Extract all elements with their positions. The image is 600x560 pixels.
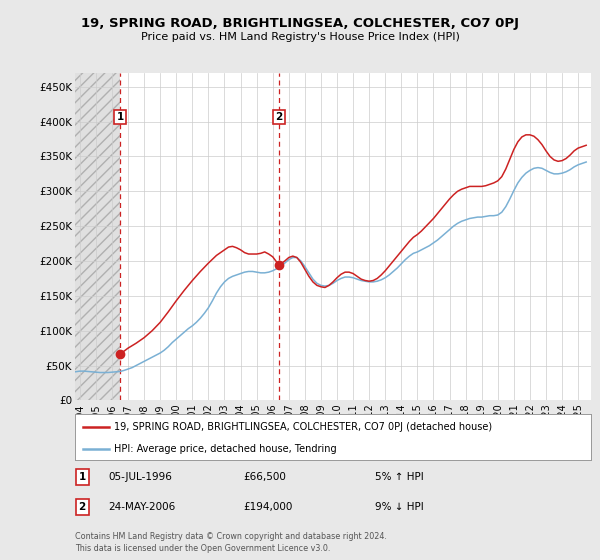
Text: 19, SPRING ROAD, BRIGHTLINGSEA, COLCHESTER, CO7 0PJ: 19, SPRING ROAD, BRIGHTLINGSEA, COLCHEST… (81, 17, 519, 30)
Text: 9% ↓ HPI: 9% ↓ HPI (375, 502, 424, 512)
Bar (75, 73, 120, 400)
Text: 05-JUL-1996: 05-JUL-1996 (108, 472, 172, 482)
Text: £194,000: £194,000 (243, 502, 292, 512)
Text: 1: 1 (116, 112, 124, 122)
Text: 5% ↑ HPI: 5% ↑ HPI (375, 472, 424, 482)
Text: 24-MAY-2006: 24-MAY-2006 (108, 502, 175, 512)
Text: Contains HM Land Registry data © Crown copyright and database right 2024.
This d: Contains HM Land Registry data © Crown c… (75, 533, 387, 553)
Text: Price paid vs. HM Land Registry's House Price Index (HPI): Price paid vs. HM Land Registry's House … (140, 32, 460, 43)
Text: 19, SPRING ROAD, BRIGHTLINGSEA, COLCHESTER, CO7 0PJ (detached house): 19, SPRING ROAD, BRIGHTLINGSEA, COLCHEST… (114, 422, 492, 432)
Text: £66,500: £66,500 (243, 472, 286, 482)
Text: 2: 2 (275, 112, 283, 122)
Text: 2: 2 (79, 502, 86, 512)
Text: HPI: Average price, detached house, Tendring: HPI: Average price, detached house, Tend… (114, 444, 337, 454)
Text: 1: 1 (79, 472, 86, 482)
